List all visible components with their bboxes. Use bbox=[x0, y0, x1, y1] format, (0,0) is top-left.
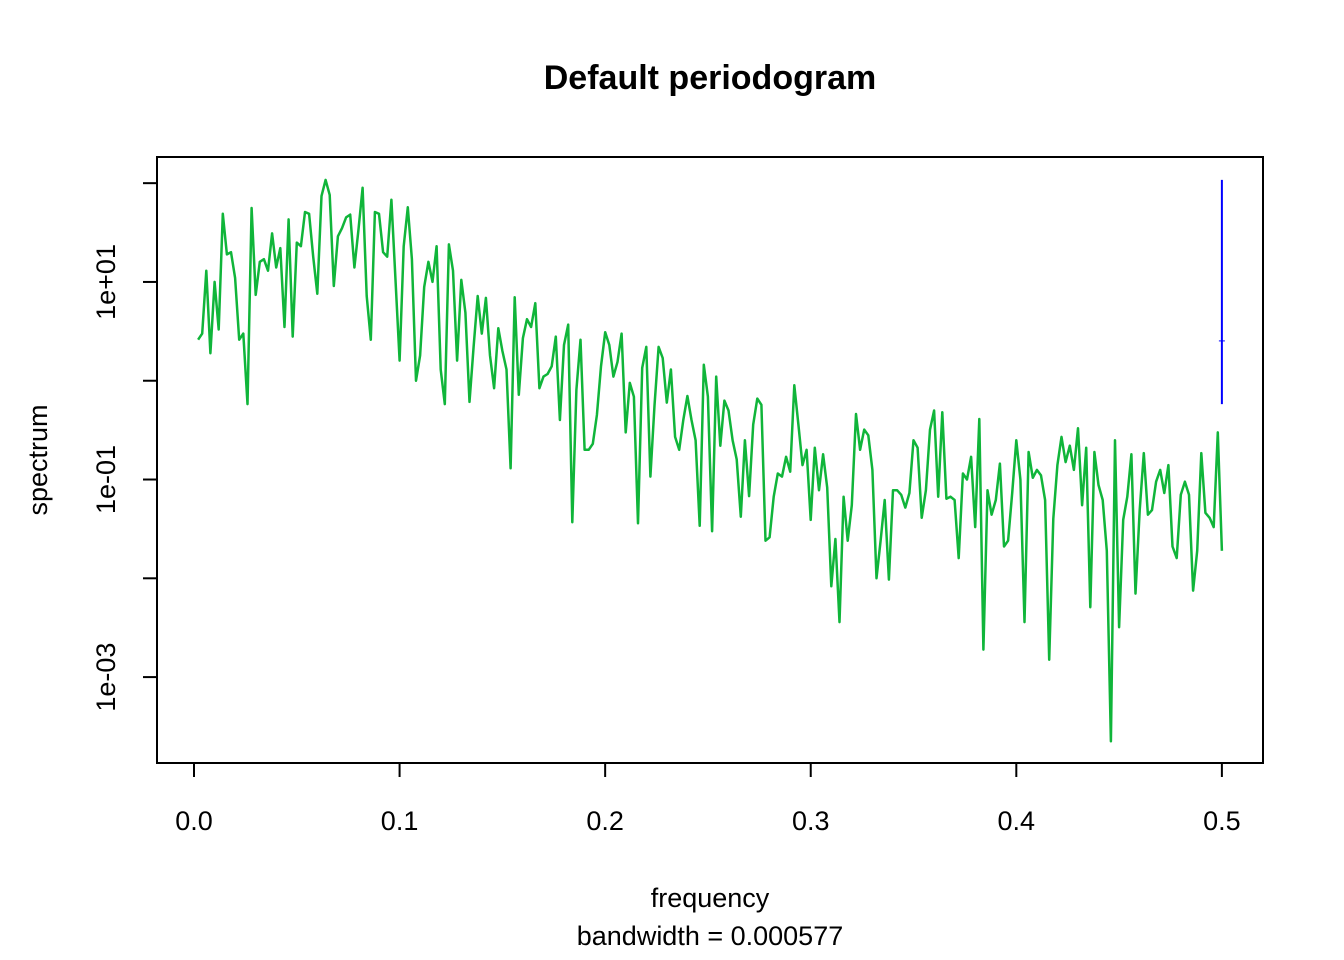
x-tick-label: 0.1 bbox=[381, 806, 419, 836]
chart-title: Default periodogram bbox=[544, 59, 876, 97]
x-tick-label: 0.0 bbox=[175, 806, 213, 836]
spectrum-line bbox=[197, 178, 1224, 743]
x-tick-label: 0.2 bbox=[586, 806, 624, 836]
x-tick-label: 0.4 bbox=[998, 806, 1036, 836]
y-axis-label: spectrum bbox=[23, 404, 53, 515]
x-tick-label: 0.3 bbox=[792, 806, 830, 836]
y-tick-label: 1e+01 bbox=[91, 244, 121, 320]
x-tick-label: 0.5 bbox=[1203, 806, 1241, 836]
y-tick-label: 1e-01 bbox=[91, 445, 121, 514]
y-tick-label: 1e-03 bbox=[91, 643, 121, 712]
x-axis-label: frequency bbox=[651, 883, 770, 913]
subtitle: bandwidth = 0.000577 bbox=[577, 921, 843, 951]
